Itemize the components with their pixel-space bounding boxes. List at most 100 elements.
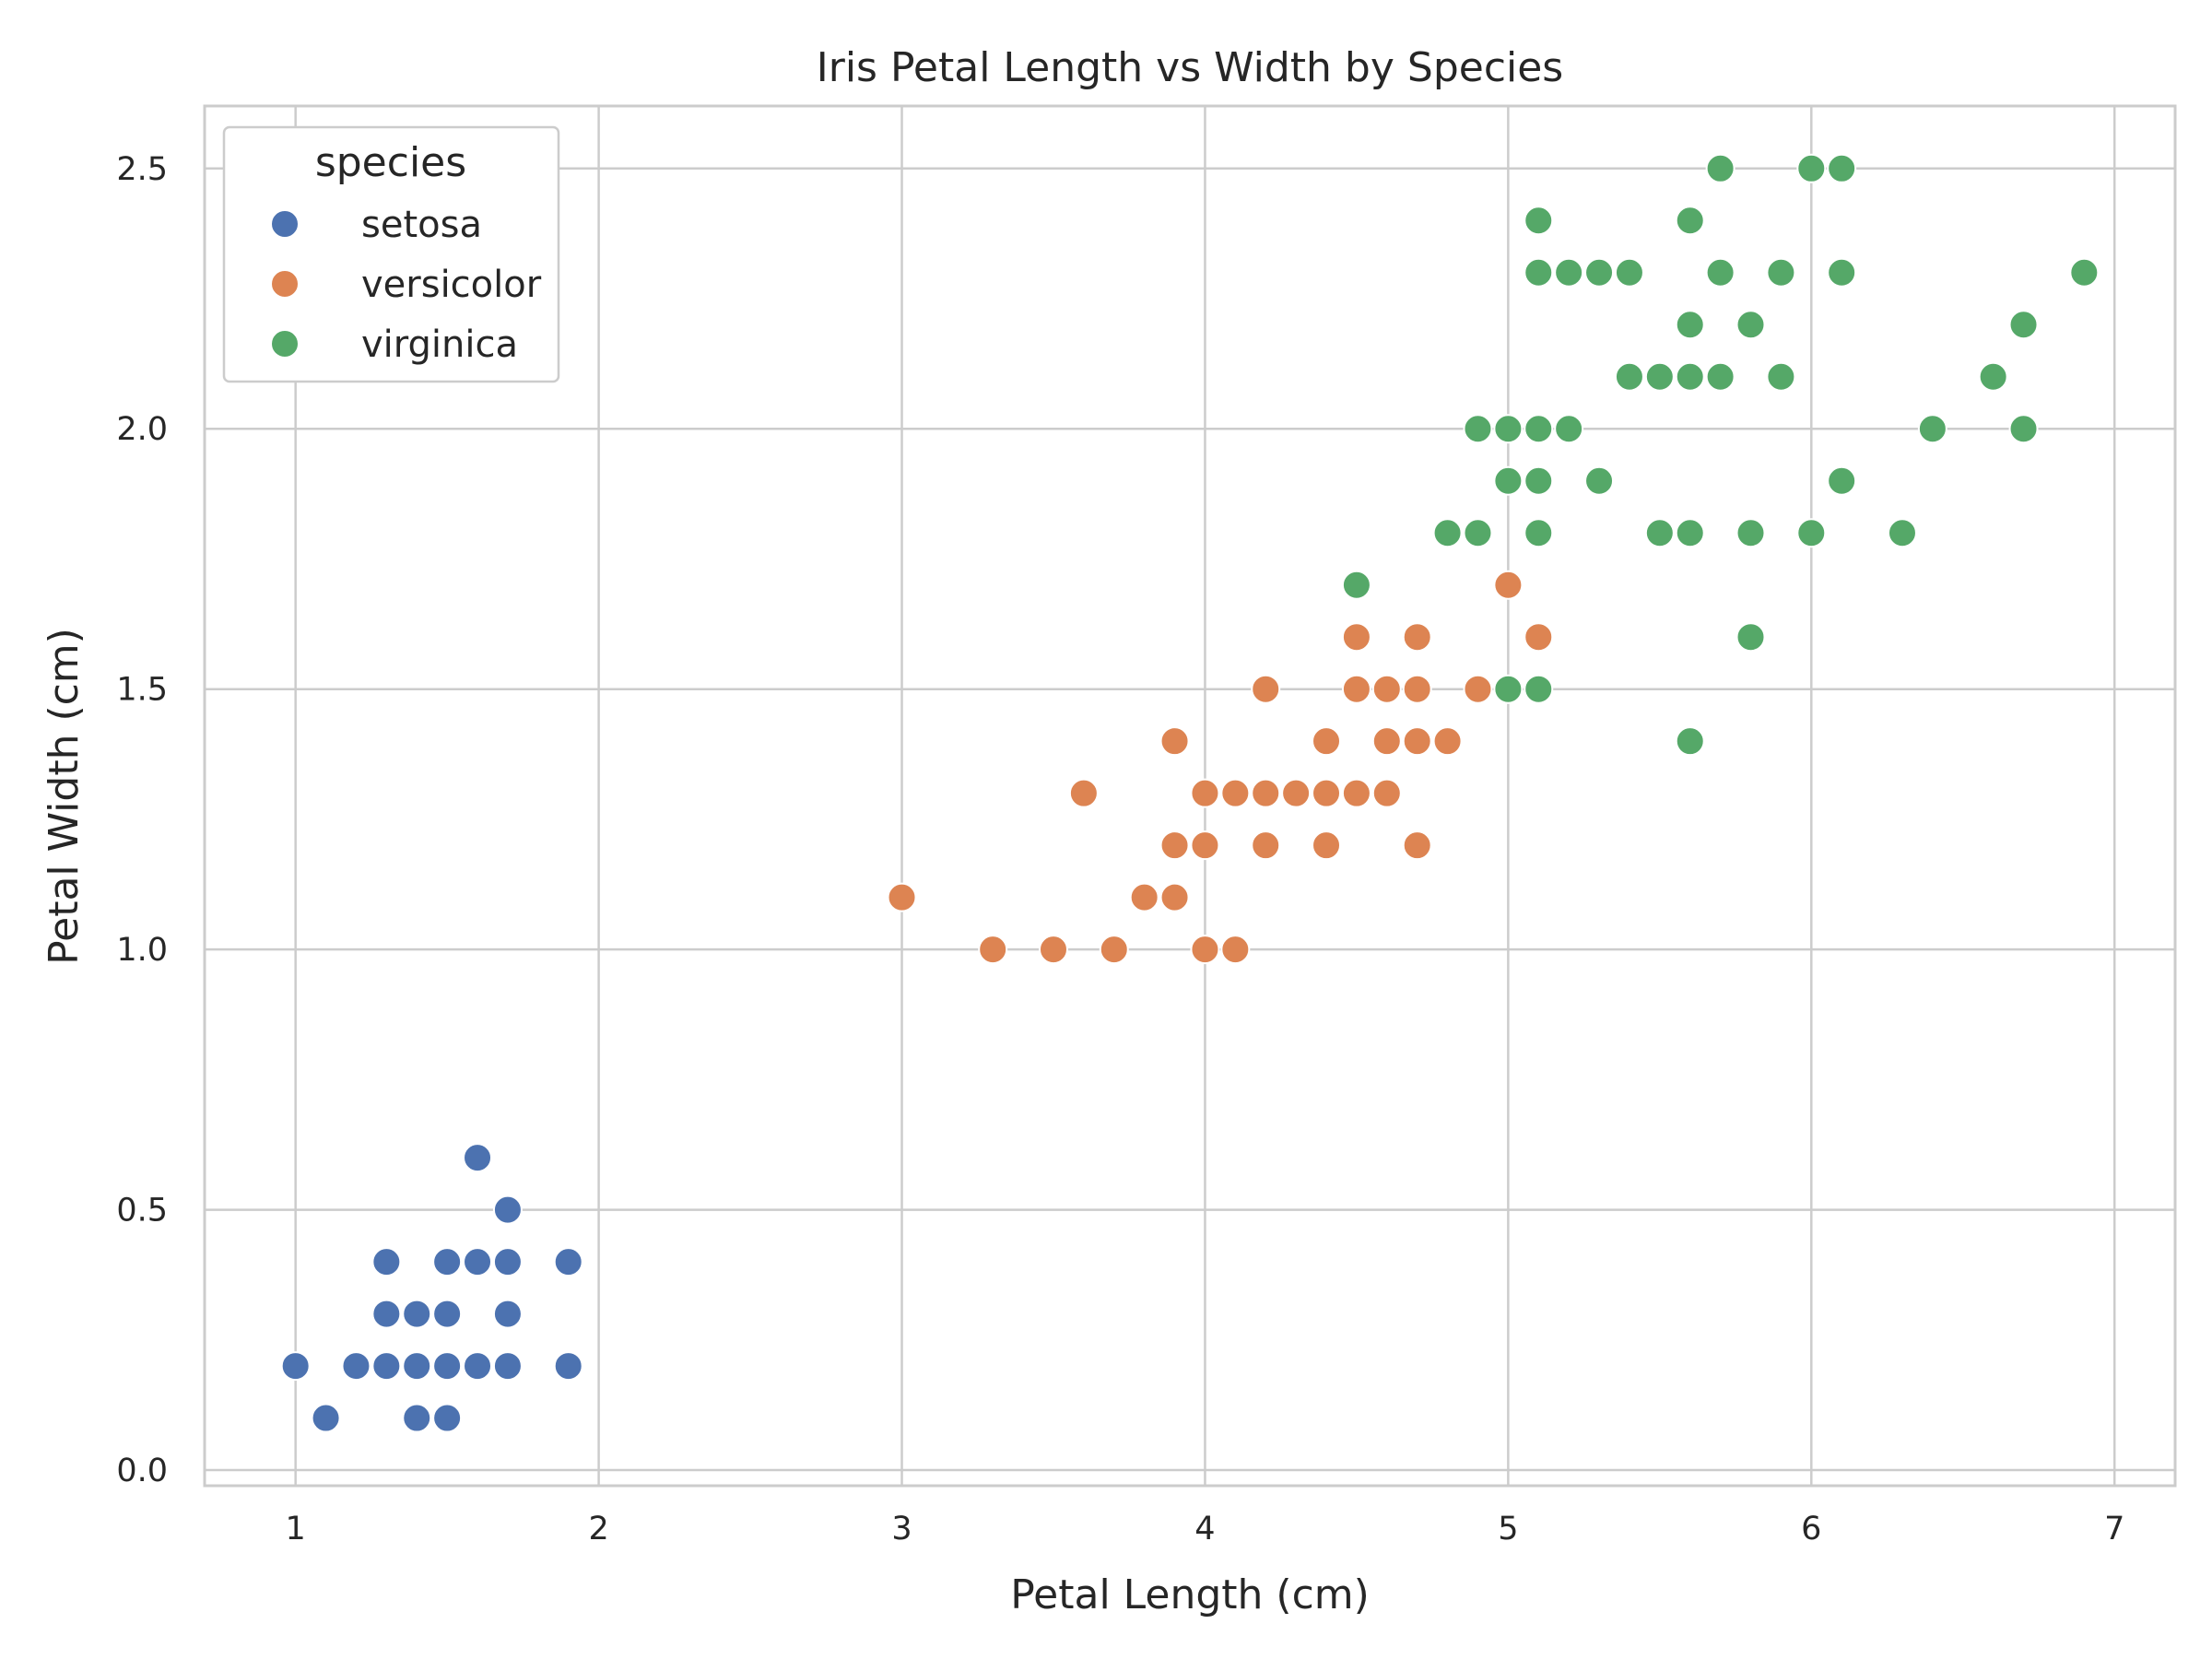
legend-marker <box>270 329 300 359</box>
legend-marker <box>270 209 300 239</box>
data-point <box>1675 206 1705 236</box>
data-point <box>1796 153 1827 183</box>
data-point <box>1312 778 1342 808</box>
data-point <box>1432 518 1463 548</box>
legend-item-setosa: setosa <box>270 204 482 246</box>
data-point <box>432 1247 463 1277</box>
data-point <box>492 1299 523 1329</box>
data-point <box>1766 361 1796 392</box>
data-point <box>1524 206 1554 236</box>
data-point <box>1251 830 1281 861</box>
data-point <box>1524 414 1554 444</box>
data-point <box>492 1247 523 1277</box>
data-point <box>492 1194 523 1225</box>
data-point <box>1554 257 1584 288</box>
x-tick-label: 5 <box>1498 1511 1518 1547</box>
data-point <box>1735 622 1766 653</box>
data-point <box>1614 257 1644 288</box>
data-point <box>1827 257 1857 288</box>
data-point <box>1190 830 1220 861</box>
data-point <box>1766 257 1796 288</box>
data-point <box>1675 361 1705 392</box>
data-point <box>1796 518 1827 548</box>
legend-label: virginica <box>361 324 518 366</box>
plot-frame <box>203 104 2177 1488</box>
data-point <box>1312 726 1342 757</box>
data-point <box>1887 518 1917 548</box>
data-point <box>1493 570 1524 600</box>
y-tick-label: 2.5 <box>116 151 168 188</box>
data-point <box>1705 361 1735 392</box>
data-point <box>1735 310 1766 340</box>
legend-box <box>222 125 560 383</box>
data-point <box>311 1403 341 1433</box>
data-point <box>1220 778 1251 808</box>
data-point <box>2069 257 2100 288</box>
data-point <box>1463 518 1493 548</box>
data-point <box>432 1299 463 1329</box>
data-point <box>1493 674 1524 704</box>
data-point <box>1190 778 1220 808</box>
data-point <box>1735 518 1766 548</box>
data-point <box>1038 935 1068 965</box>
data-point <box>1675 518 1705 548</box>
grid <box>205 106 2175 1486</box>
data-point <box>1705 153 1735 183</box>
data-point <box>2008 310 2039 340</box>
data-point <box>463 1351 493 1382</box>
data-point <box>1220 935 1251 965</box>
data-point <box>1463 414 1493 444</box>
data-point <box>402 1351 432 1382</box>
data-point <box>1159 726 1190 757</box>
data-point <box>1402 674 1432 704</box>
y-tick-labels: 0.0 0.5 1.0 1.5 2.0 2.5 <box>116 151 168 1489</box>
data-point <box>1159 882 1190 912</box>
series-versicolor <box>887 570 1554 965</box>
data-point <box>402 1299 432 1329</box>
data-point <box>1917 414 1947 444</box>
legend-items: setosa versicolor virginica <box>270 204 542 366</box>
data-point <box>1099 935 1129 965</box>
data-point <box>1554 414 1584 444</box>
data-point <box>1402 830 1432 861</box>
data-point <box>1978 361 2008 392</box>
data-point <box>1675 726 1705 757</box>
series-setosa <box>280 1143 583 1433</box>
data-point <box>1341 570 1371 600</box>
data-point <box>1312 830 1342 861</box>
data-point <box>1644 361 1675 392</box>
data-point <box>1524 674 1554 704</box>
data-point <box>1432 726 1463 757</box>
data-point <box>1129 882 1159 912</box>
y-tick-label: 0.0 <box>116 1453 168 1489</box>
data-point <box>280 1351 311 1382</box>
chart-title: Iris Petal Length vs Width by Species <box>817 44 1563 91</box>
legend-marker <box>270 269 300 299</box>
data-point <box>1493 414 1524 444</box>
data-points <box>280 153 2100 1433</box>
data-point <box>1281 778 1312 808</box>
data-point <box>1524 257 1554 288</box>
data-point <box>1251 674 1281 704</box>
y-tick-label: 2.0 <box>116 411 168 448</box>
legend: species setosa versicolor virginica <box>222 125 560 383</box>
data-point <box>463 1143 493 1173</box>
data-point <box>1341 778 1371 808</box>
data-point <box>1402 622 1432 653</box>
data-point <box>1614 361 1644 392</box>
data-point <box>1371 674 1402 704</box>
data-point <box>1524 465 1554 496</box>
data-point <box>553 1351 583 1382</box>
data-point <box>1584 257 1615 288</box>
data-point <box>887 882 917 912</box>
data-point <box>371 1351 402 1382</box>
data-point <box>371 1247 402 1277</box>
data-point <box>1584 465 1615 496</box>
data-point <box>341 1351 371 1382</box>
data-point <box>1524 518 1554 548</box>
data-point <box>492 1351 523 1382</box>
data-point <box>1371 726 1402 757</box>
legend-label: versicolor <box>361 264 542 306</box>
y-tick-label: 1.5 <box>116 672 168 709</box>
